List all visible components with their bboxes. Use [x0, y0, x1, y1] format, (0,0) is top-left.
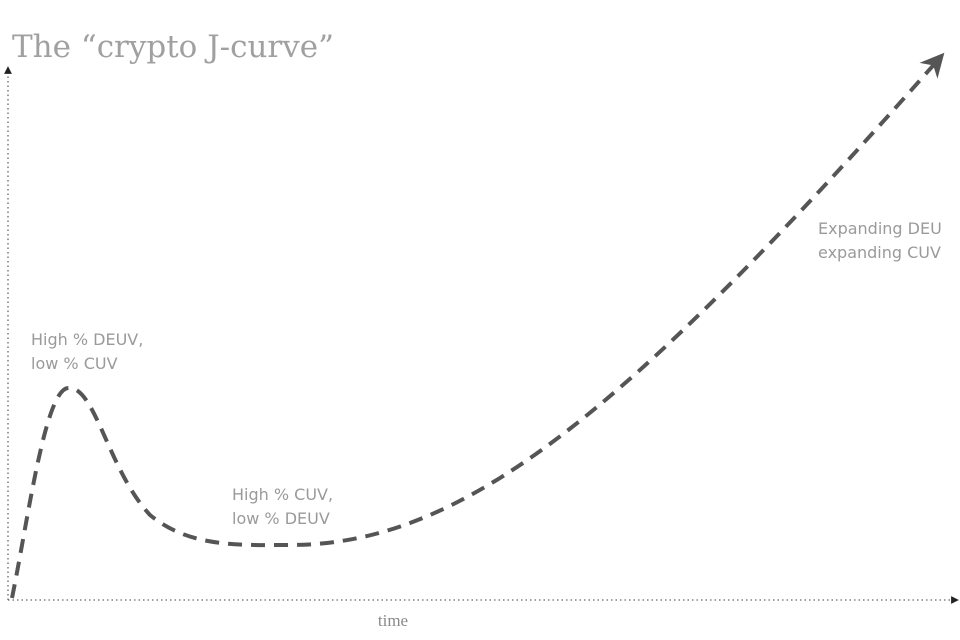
annotation: High % CUV, — [232, 485, 333, 504]
annotation: low % CUV — [31, 354, 118, 373]
annotation: High % DEUV, — [31, 330, 143, 349]
x-axis-label: time — [378, 611, 408, 630]
j-curve — [10, 52, 945, 599]
annotation: low % DEUV — [232, 509, 330, 528]
annotation: Expanding DEU — [818, 219, 942, 238]
annotation: expanding CUV — [818, 243, 941, 262]
title: The “crypto J-curve” — [12, 29, 334, 65]
